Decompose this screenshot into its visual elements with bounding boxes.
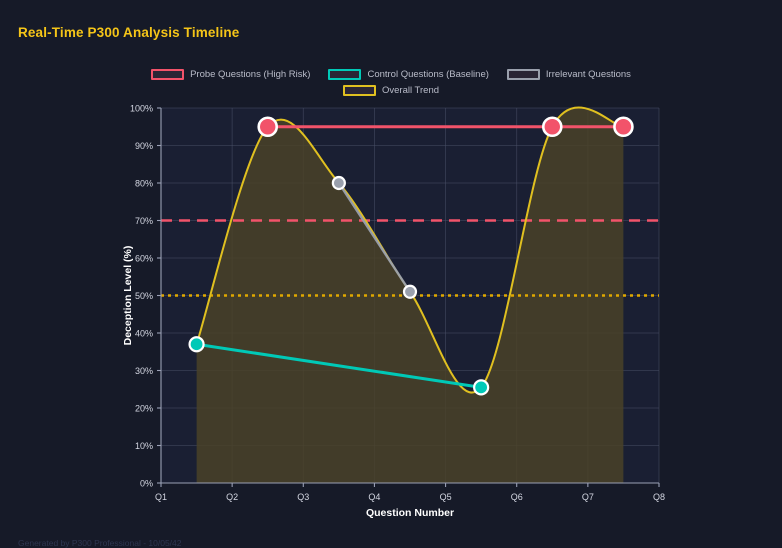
- y-tick-label: 40%: [135, 328, 153, 338]
- y-tick-label: 20%: [135, 403, 153, 413]
- y-tick-label: 50%: [135, 291, 153, 301]
- data-point-irrelevant[interactable]: [331, 175, 346, 191]
- page-title: Real-Time P300 Analysis Timeline: [18, 25, 240, 40]
- y-tick-label: 80%: [135, 178, 153, 188]
- data-point-probe[interactable]: [541, 116, 563, 138]
- data-point-control[interactable]: [473, 379, 490, 396]
- y-axis-title: Deception Level (%): [122, 246, 134, 346]
- data-point-irrelevant[interactable]: [402, 284, 418, 299]
- y-tick-label: 10%: [135, 441, 153, 451]
- x-axis-title: Question Number: [366, 507, 454, 519]
- y-tick-label: 0%: [140, 478, 153, 488]
- x-tick-label: Q6: [511, 492, 523, 502]
- legend-label-trend: Overall Trend: [381, 85, 440, 96]
- series-line-control: [195, 342, 483, 389]
- legend-item-trend[interactable]: Overall Trend: [342, 85, 440, 96]
- x-tick-label: Q8: [653, 492, 665, 502]
- legend-item-irrelevant[interactable]: Irrelevant Questions: [506, 69, 631, 80]
- data-point-control[interactable]: [188, 336, 205, 353]
- data-point-probe[interactable]: [257, 116, 279, 138]
- legend-swatch-probe: [151, 69, 185, 80]
- y-tick-label: 90%: [135, 141, 153, 151]
- footer-note: Generated by P300 Professional - 10/05/4…: [18, 538, 182, 548]
- y-tick-label: 100%: [130, 103, 153, 113]
- legend-label-irrelevant: Irrelevant Questions: [545, 69, 631, 80]
- legend-item-probe[interactable]: Probe Questions (High Risk): [151, 69, 310, 80]
- legend-swatch-control: [328, 69, 362, 80]
- x-tick-label: Q7: [582, 492, 594, 502]
- legend-item-control[interactable]: Control Questions (Baseline): [328, 69, 489, 80]
- legend-label-control: Control Questions (Baseline): [367, 69, 489, 80]
- legend-row-primary: Probe Questions (High Risk) Control Ques…: [151, 69, 631, 80]
- x-tick-label: Q5: [440, 492, 452, 502]
- x-tick-label: Q4: [368, 492, 380, 502]
- data-point-probe[interactable]: [613, 116, 634, 138]
- y-tick-label: 70%: [135, 216, 153, 226]
- legend-label-probe: Probe Questions (High Risk): [190, 69, 311, 80]
- series-line-irrelevant: [337, 181, 412, 293]
- x-tick-label: Q1: [155, 492, 167, 502]
- x-tick-label: Q3: [297, 492, 309, 502]
- chart-legend: Probe Questions (High Risk) Control Ques…: [0, 69, 782, 96]
- y-tick-label: 30%: [135, 366, 153, 376]
- legend-row-secondary: Overall Trend: [342, 85, 440, 96]
- legend-swatch-trend: [342, 85, 376, 96]
- legend-swatch-irrelevant: [506, 69, 540, 80]
- y-tick-label: 60%: [135, 253, 153, 263]
- x-tick-label: Q2: [226, 492, 238, 502]
